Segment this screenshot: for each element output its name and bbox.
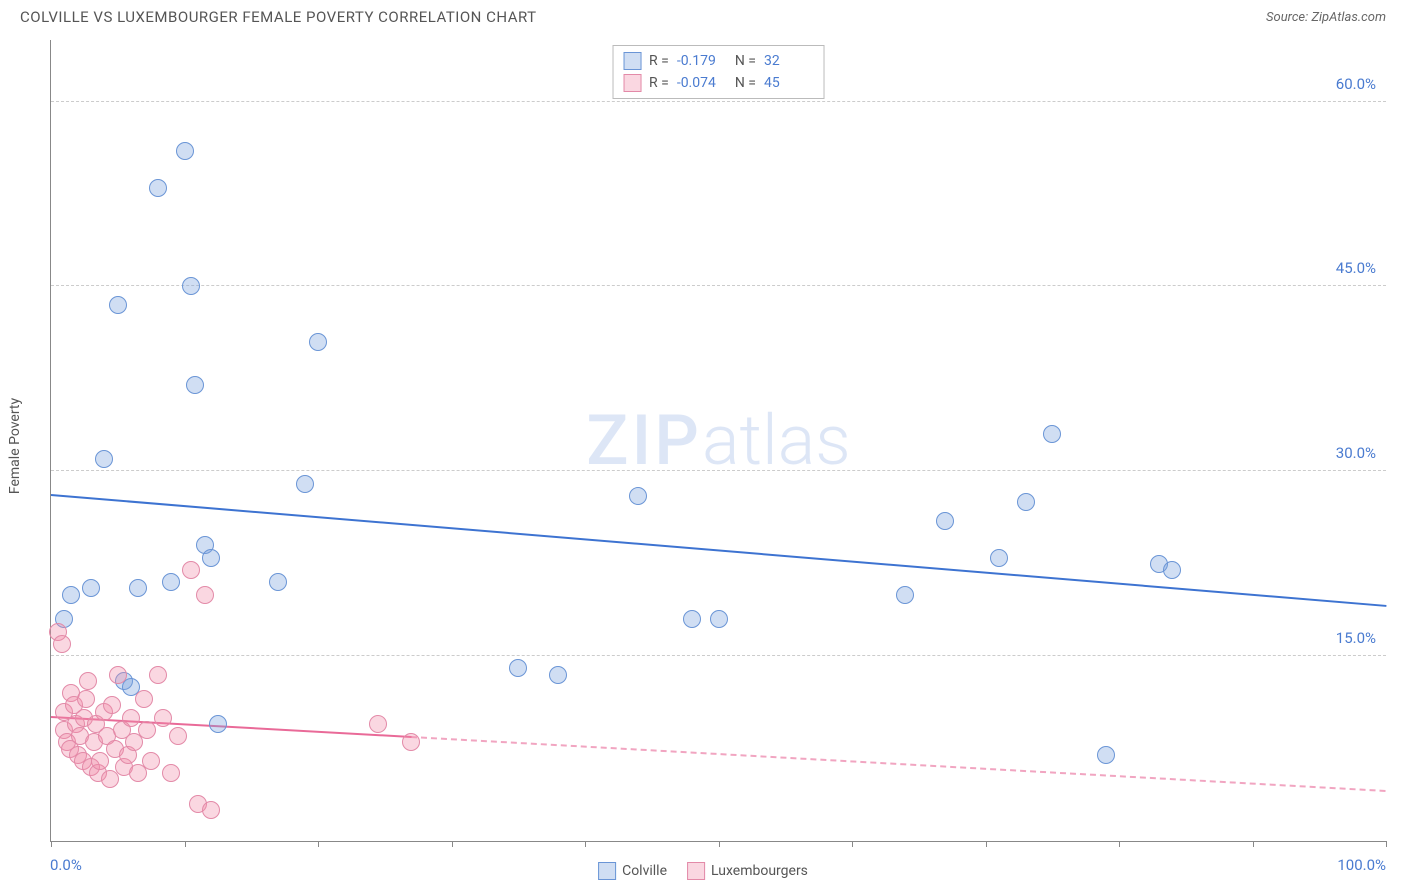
- chart-header: COLVILLE VS LUXEMBOURGER FEMALE POVERTY …: [0, 0, 1406, 34]
- y-axis-label: Female Poverty: [7, 398, 23, 494]
- data-point: [95, 450, 113, 468]
- x-tick: [986, 841, 987, 847]
- series-swatch: [623, 74, 641, 92]
- data-point: [53, 635, 71, 653]
- data-point: [269, 573, 287, 591]
- data-point: [62, 586, 80, 604]
- data-point: [296, 475, 314, 493]
- y-tick-label: 60.0%: [1336, 75, 1376, 93]
- data-point: [202, 801, 220, 819]
- data-point: [936, 512, 954, 530]
- legend-item: Colville: [598, 862, 667, 880]
- data-point: [196, 586, 214, 604]
- data-point: [629, 487, 647, 505]
- data-point: [186, 376, 204, 394]
- data-point: [162, 573, 180, 591]
- x-axis-min-label: 0.0%: [50, 856, 82, 874]
- x-tick: [719, 841, 720, 847]
- data-point: [369, 715, 387, 733]
- stats-row: R =-0.074N =45: [623, 72, 814, 94]
- grid-line: [51, 470, 1386, 471]
- data-point: [182, 277, 200, 295]
- grid-line: [51, 655, 1386, 656]
- trend-line: [51, 494, 1386, 607]
- data-point: [138, 721, 156, 739]
- y-tick-label: 15.0%: [1336, 629, 1376, 647]
- data-point: [149, 666, 167, 684]
- data-point: [209, 715, 227, 733]
- data-point: [1017, 493, 1035, 511]
- x-tick: [1253, 841, 1254, 847]
- grid-line: [51, 285, 1386, 286]
- legend-item: Luxembourgers: [687, 862, 808, 880]
- x-tick: [51, 841, 52, 847]
- data-point: [182, 561, 200, 579]
- series-swatch: [598, 862, 616, 880]
- data-point: [990, 549, 1008, 567]
- data-point: [154, 709, 172, 727]
- data-point: [402, 733, 420, 751]
- data-point: [1163, 561, 1181, 579]
- data-point: [135, 690, 153, 708]
- data-point: [896, 586, 914, 604]
- stats-row: R =-0.179N =32: [623, 50, 814, 72]
- x-tick: [1119, 841, 1120, 847]
- chart-source: Source: ZipAtlas.com: [1266, 10, 1386, 25]
- data-point: [129, 579, 147, 597]
- series-swatch: [623, 52, 641, 70]
- data-point: [109, 666, 127, 684]
- data-point: [77, 690, 95, 708]
- data-point: [1043, 425, 1061, 443]
- data-point: [710, 610, 728, 628]
- data-point: [683, 610, 701, 628]
- data-point: [162, 764, 180, 782]
- data-point: [149, 179, 167, 197]
- data-point: [101, 770, 119, 788]
- data-point: [91, 752, 109, 770]
- data-point: [142, 752, 160, 770]
- data-point: [202, 549, 220, 567]
- y-tick-label: 30.0%: [1336, 444, 1376, 462]
- x-tick: [185, 841, 186, 847]
- data-point: [1097, 746, 1115, 764]
- x-tick: [1386, 841, 1387, 847]
- data-point: [509, 659, 527, 677]
- data-point: [79, 672, 97, 690]
- data-point: [82, 579, 100, 597]
- grid-line: [51, 101, 1386, 102]
- x-tick: [585, 841, 586, 847]
- correlation-stats-box: R =-0.179N =32R =-0.074N =45: [612, 45, 825, 99]
- data-point: [109, 296, 127, 314]
- scatter-plot-area: ZIPatlas R =-0.179N =32R =-0.074N =45 15…: [50, 40, 1386, 842]
- series-swatch: [687, 862, 705, 880]
- data-point: [122, 709, 140, 727]
- data-point: [176, 142, 194, 160]
- data-point: [309, 333, 327, 351]
- data-point: [549, 666, 567, 684]
- x-tick: [318, 841, 319, 847]
- x-tick: [852, 841, 853, 847]
- legend-label: Colville: [622, 863, 667, 879]
- data-point: [103, 696, 121, 714]
- x-tick: [452, 841, 453, 847]
- trend-line: [411, 736, 1386, 792]
- x-axis-max-label: 100.0%: [1337, 856, 1386, 874]
- legend-label: Luxembourgers: [711, 863, 808, 879]
- watermark: ZIPatlas: [586, 400, 851, 482]
- chart-title: COLVILLE VS LUXEMBOURGER FEMALE POVERTY …: [20, 8, 537, 26]
- data-point: [169, 727, 187, 745]
- series-legend: Colville Luxembourgers: [598, 862, 808, 880]
- y-tick-label: 45.0%: [1336, 259, 1376, 277]
